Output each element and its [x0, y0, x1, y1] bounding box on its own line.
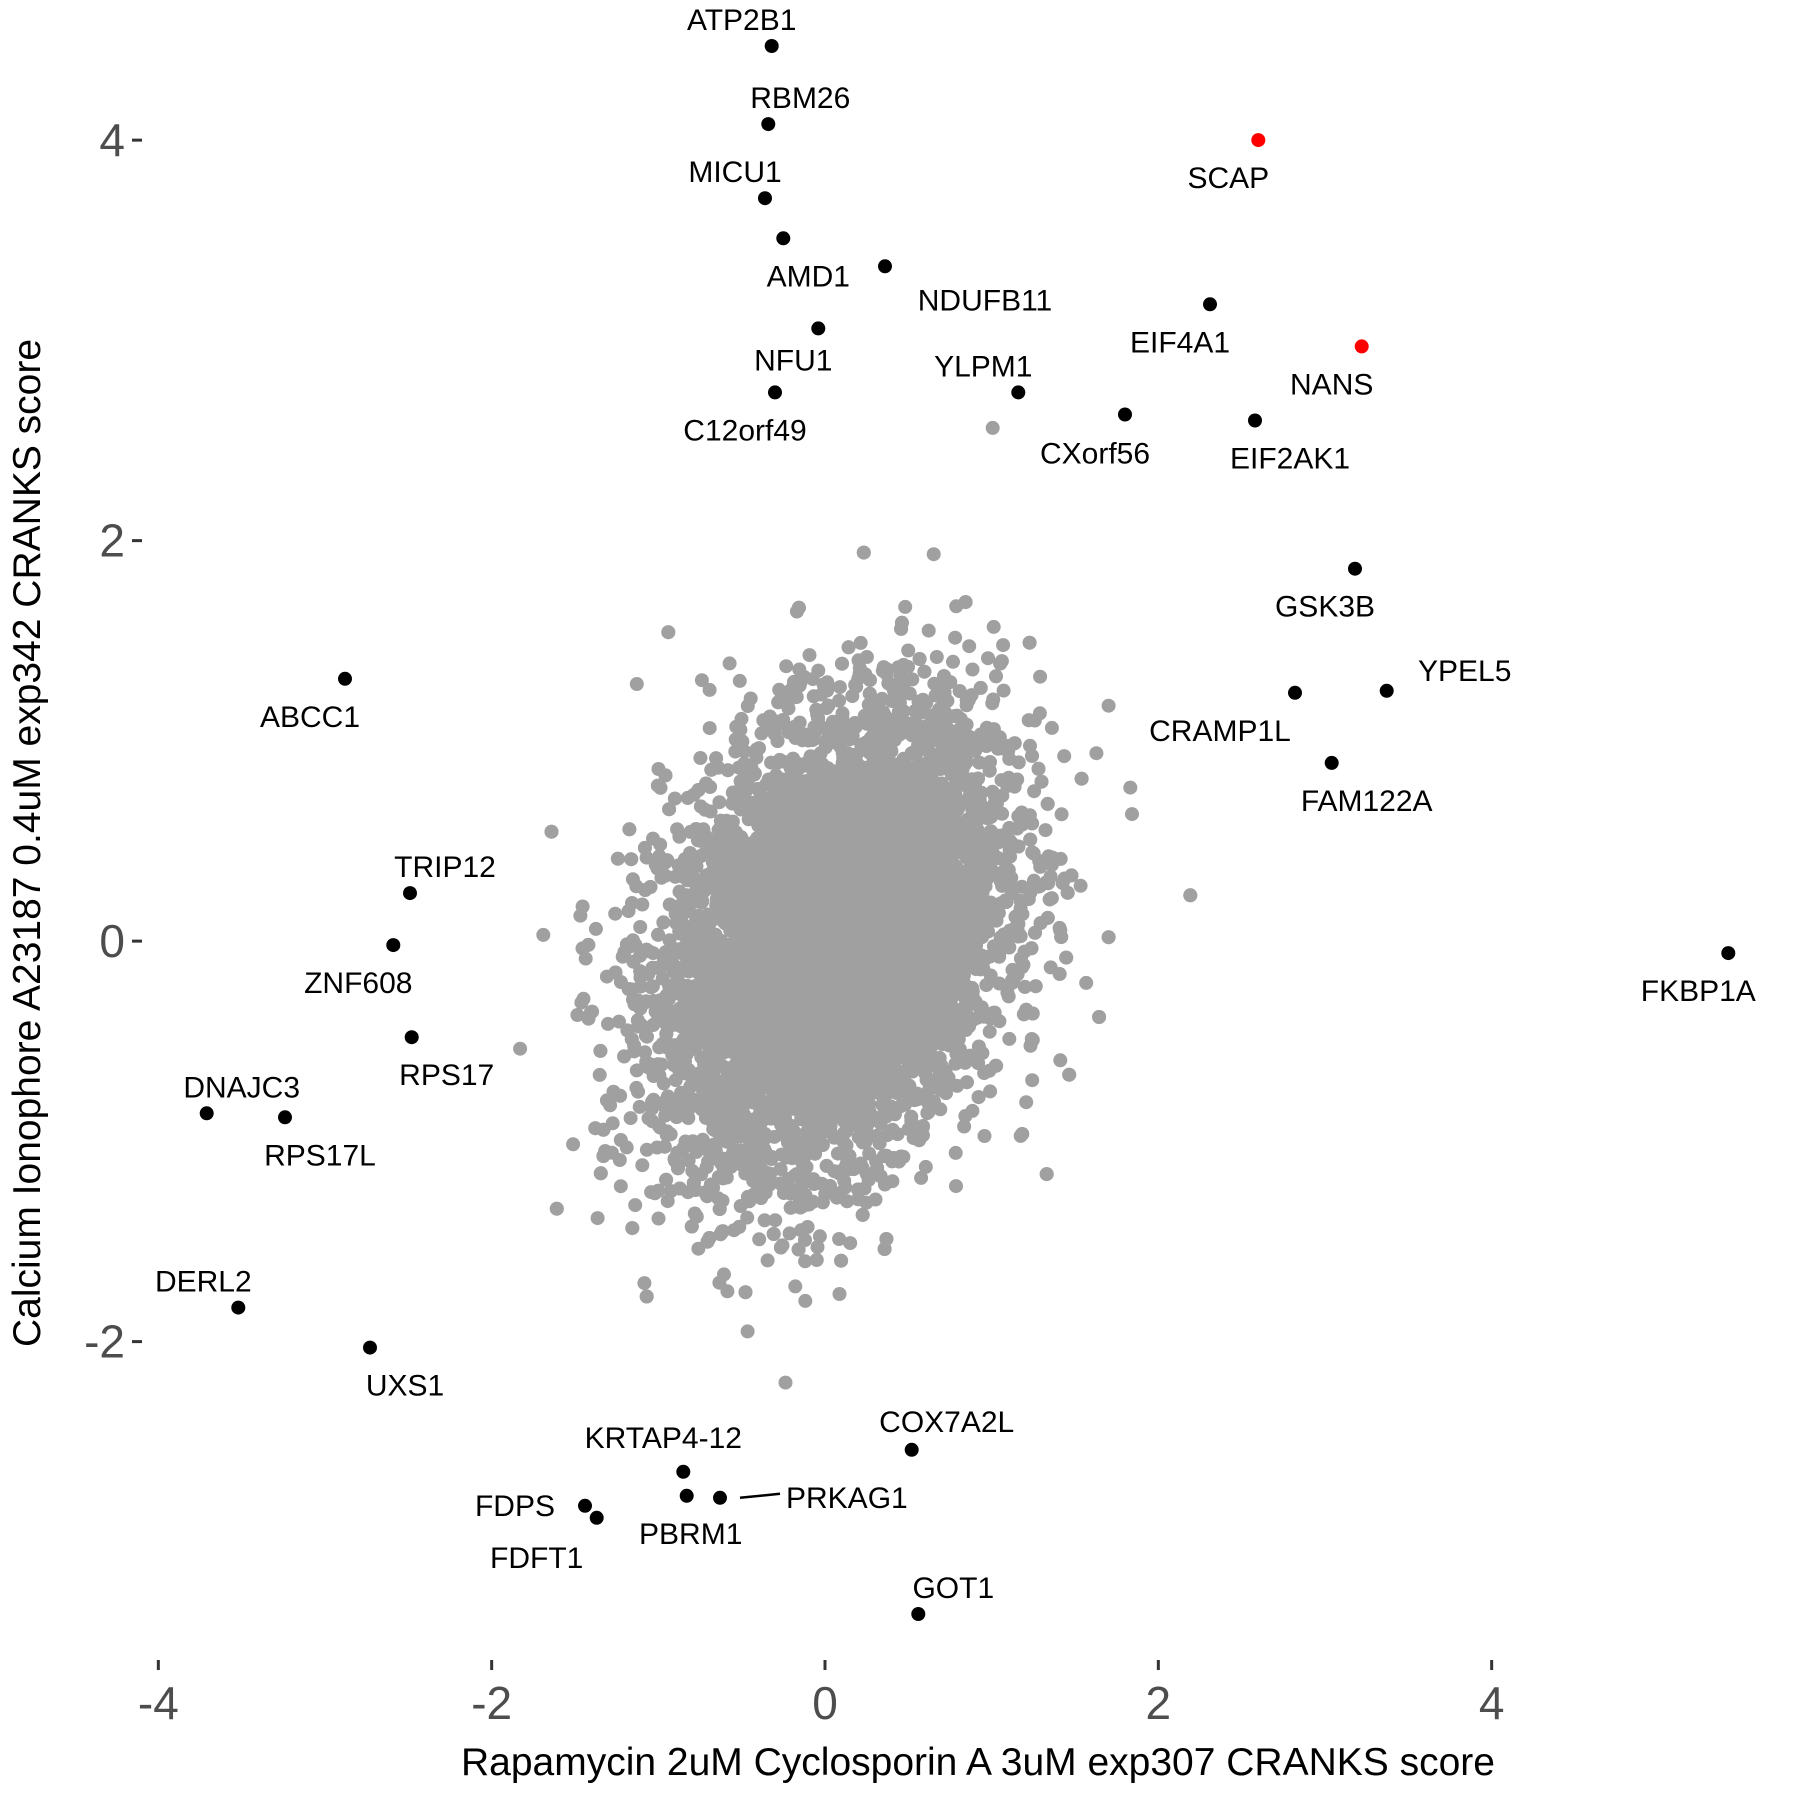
- background-points: [513, 420, 1198, 1390]
- background-point: [760, 1253, 775, 1268]
- background-point: [732, 673, 747, 688]
- background-point: [1073, 878, 1088, 893]
- background-point: [802, 648, 817, 663]
- background-point: [798, 1293, 813, 1308]
- background-point: [637, 1276, 652, 1291]
- background-point: [712, 795, 727, 810]
- background-point: [962, 639, 977, 654]
- background-point: [613, 1179, 628, 1194]
- background-point: [961, 692, 976, 707]
- background-point: [702, 682, 717, 697]
- background-point: [782, 1226, 797, 1241]
- background-point: [832, 680, 847, 695]
- background-point: [965, 662, 980, 677]
- background-point: [1089, 746, 1104, 761]
- background-point: [853, 635, 868, 650]
- background-point: [578, 951, 593, 966]
- background-point: [918, 1159, 933, 1174]
- background-point: [740, 1324, 755, 1339]
- background-point: [601, 1016, 615, 1031]
- background-point: [996, 683, 1011, 698]
- background-point: [905, 672, 920, 687]
- background-point: [702, 721, 717, 736]
- background-point: [1053, 1053, 1068, 1068]
- background-point: [832, 693, 847, 708]
- background-point: [837, 1173, 852, 1188]
- background-point: [732, 1129, 747, 1144]
- background-point: [921, 623, 936, 638]
- background-point: [651, 1211, 666, 1226]
- background-point: [612, 1014, 626, 1029]
- background-point: [810, 1240, 825, 1255]
- background-point: [536, 927, 551, 942]
- background-point: [623, 1111, 638, 1126]
- background-point: [958, 1109, 973, 1123]
- background-point: [815, 1195, 830, 1210]
- background-point: [779, 659, 794, 674]
- background-point: [628, 1198, 643, 1213]
- background-point: [1123, 780, 1138, 795]
- background-point: [981, 651, 995, 666]
- background-point: [832, 1287, 847, 1301]
- background-point: [926, 547, 941, 562]
- background-point: [1125, 807, 1139, 822]
- background-point: [898, 599, 913, 614]
- background-point: [1002, 1031, 1017, 1046]
- background-point: [590, 1211, 605, 1226]
- background-point: [613, 1133, 628, 1147]
- background-point: [982, 1024, 997, 1039]
- background-point: [740, 1210, 755, 1225]
- background-point: [788, 1279, 803, 1294]
- background-point: [1044, 720, 1059, 735]
- background-point: [646, 831, 660, 846]
- background-point: [1033, 669, 1048, 684]
- background-point: [722, 656, 737, 671]
- background-point: [588, 921, 603, 936]
- background-point: [632, 1099, 647, 1114]
- background-point: [608, 906, 623, 921]
- background-point: [890, 1127, 905, 1142]
- background-point: [983, 1084, 998, 1099]
- background-point: [778, 1375, 793, 1390]
- background-point: [977, 1129, 992, 1143]
- background-point: [971, 771, 986, 786]
- background-point: [914, 1170, 929, 1185]
- background-point: [1025, 1073, 1040, 1088]
- background-point: [635, 897, 650, 912]
- background-point: [843, 1236, 858, 1251]
- background-point: [693, 751, 708, 765]
- background-point: [720, 1284, 735, 1299]
- background-point: [513, 1041, 528, 1056]
- background-point: [1027, 784, 1042, 799]
